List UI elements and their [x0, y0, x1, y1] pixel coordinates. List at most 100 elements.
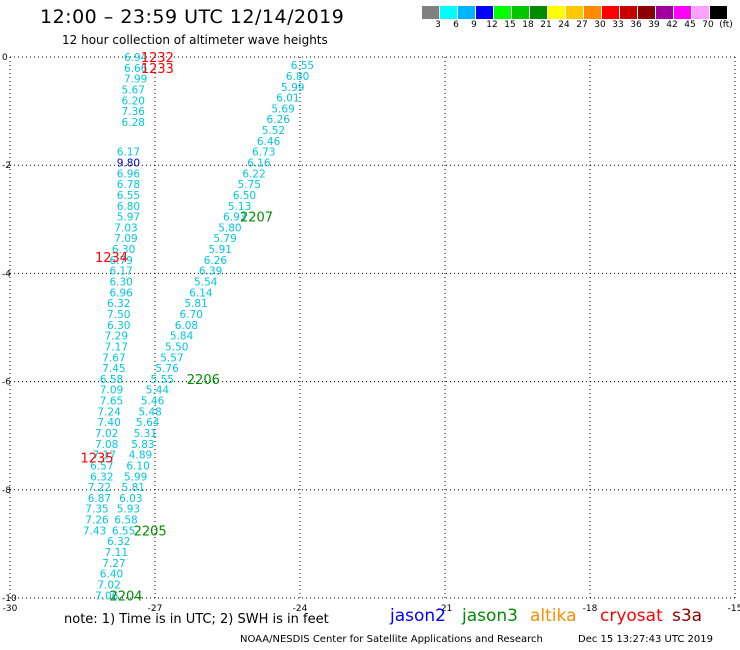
color-scale-swatch — [692, 6, 710, 19]
swh-value-label: 5.93 — [117, 504, 140, 516]
swh-value-label: 7.40 — [97, 417, 120, 429]
swh-value-label: 7.27 — [102, 558, 125, 570]
color-scale-label: 3 — [435, 20, 441, 30]
color-scale-legend: 3 6 9 12 15 18 21 24 27 30 33 36 39 42 45 70 (ft) — [422, 6, 733, 33]
swh-value-label: 6.40 — [100, 569, 123, 581]
color-scale-label: 15 — [504, 20, 516, 30]
color-scale-swatch — [674, 6, 692, 19]
swh-value-label: 6.78 — [117, 179, 140, 191]
color-scale-swatch — [602, 6, 620, 19]
color-scale-swatch — [656, 6, 674, 19]
swh-value-label: 6.16 — [247, 157, 271, 169]
lat-tick-label: 0 — [2, 53, 8, 63]
swh-value-label: 7.11 — [105, 547, 128, 559]
pass-time-label: 1233 — [141, 62, 174, 77]
color-scale-swatch — [458, 6, 476, 19]
swh-value-label: 6.50 — [233, 190, 256, 202]
swh-value-label: 5.75 — [238, 179, 261, 191]
color-scale-label: (ft) — [719, 20, 733, 30]
swh-value-label: 6.46 — [257, 136, 281, 148]
swh-value-label: 6.93 — [223, 212, 246, 224]
swh-value-label: 5.79 — [213, 233, 236, 245]
color-scale-swatch — [710, 6, 728, 19]
swh-value-label: 5.44 — [146, 385, 170, 397]
swh-value-label: 6.17 — [117, 147, 140, 159]
swh-value-label: 7.50 — [107, 309, 130, 321]
pass-time-label: 2204 — [109, 589, 142, 604]
swh-value-label: 7.45 — [102, 363, 125, 375]
legend-jason2: jason2 — [390, 606, 446, 626]
swh-value-label: 5.50 — [165, 341, 188, 353]
swh-value-label: 6.28 — [122, 117, 145, 129]
swh-value-label: 5.81 — [184, 298, 207, 310]
color-scale-swatches — [422, 6, 728, 19]
page-title: 12:00 – 23:59 UTC 12/14/2019 — [40, 6, 345, 28]
footer-credit: NOAA/NESDIS Center for Satellite Applica… — [240, 634, 543, 645]
swh-value-label: 5.84 — [170, 331, 194, 343]
swh-value-label: 6.32 — [107, 536, 130, 548]
swh-value-label: 5.97 — [117, 212, 140, 224]
swh-value-label: 5.46 — [141, 396, 165, 408]
swh-value-label: 6.80 — [117, 201, 140, 213]
swh-value-label: 6.26 — [267, 114, 291, 126]
lon-tick-label: -18 — [583, 604, 598, 614]
swh-value-label: 6.80 — [286, 71, 309, 83]
swh-value-label: 5.81 — [122, 482, 145, 494]
swh-value-label: 7.29 — [105, 331, 128, 343]
swh-value-label: 9.80 — [117, 157, 140, 169]
color-scale-labels: 3 6 9 12 15 18 21 24 27 30 33 36 39 42 45 70 (ft) — [422, 19, 733, 33]
swh-value-label: 6.58 — [100, 374, 123, 386]
swh-value-label: 6.32 — [90, 471, 113, 483]
color-scale-swatch — [584, 6, 602, 19]
swh-value-label: 7.43 — [83, 525, 106, 537]
legend-jason3: jason3 — [462, 606, 518, 626]
swh-value-label: 6.22 — [242, 168, 265, 180]
color-scale-label: 39 — [648, 20, 660, 30]
color-scale-swatch — [566, 6, 584, 19]
color-scale-label: 6 — [453, 20, 459, 30]
color-scale-label: 9 — [471, 20, 477, 30]
swh-value-label: 6.55 — [117, 190, 140, 202]
swh-value-label: 5.13 — [228, 201, 251, 213]
swh-value-label: 6.10 — [126, 460, 149, 472]
swh-value-label: 7.08 — [95, 439, 118, 451]
swh-value-label: 6.66 — [124, 63, 148, 75]
color-scale-label: 70 — [702, 20, 714, 30]
legend-altika: altika — [530, 606, 577, 626]
swh-value-label: 6.73 — [252, 147, 275, 159]
swh-value-label: 5.99 — [124, 471, 147, 483]
color-scale-label: 21 — [540, 20, 552, 30]
swh-value-label: 6.01 — [276, 93, 299, 105]
swh-value-label: 7.09 — [100, 385, 123, 397]
swh-value-label: 5.54 — [194, 277, 218, 289]
pass-time-label: 2207 — [240, 211, 273, 226]
color-scale-swatch — [476, 6, 494, 19]
swh-value-label: 5.76 — [155, 363, 179, 375]
swh-value-label: 6.30 — [109, 277, 132, 289]
lon-tick-label: -27 — [148, 604, 163, 614]
swh-value-label: 6.96 — [117, 168, 141, 180]
pass-time-label: 2206 — [187, 373, 220, 388]
color-scale-label: 36 — [630, 20, 642, 30]
swh-value-label: 6.39 — [199, 266, 222, 278]
color-scale-swatch — [638, 6, 656, 19]
swh-value-label: 7.65 — [100, 396, 123, 408]
swh-value-label: 7.35 — [85, 504, 108, 516]
color-scale-label: 33 — [612, 20, 624, 30]
swh-value-label: 7.22 — [88, 482, 111, 494]
swh-value-label: 4.89 — [129, 450, 152, 462]
footer-date: Dec 15 13:27:43 UTC 2019 — [578, 634, 713, 645]
color-scale-label: 24 — [558, 20, 570, 30]
color-scale-label: 30 — [594, 20, 606, 30]
swh-value-label: 6.17 — [109, 266, 132, 278]
swh-value-label: 5.99 — [281, 82, 304, 94]
swh-value-label: 5.91 — [209, 244, 232, 256]
footer-note: note: 1) Time is in UTC; 2) SWH is in fe… — [64, 612, 329, 627]
legend-s3a: s3a — [672, 606, 703, 626]
swh-value-label: 5.55 — [151, 374, 174, 386]
swh-value-label: 7.02 — [95, 428, 118, 440]
swh-value-label: 7.67 — [102, 352, 125, 364]
swh-value-label: 6.58 — [114, 515, 137, 527]
color-scale-swatch — [512, 6, 530, 19]
